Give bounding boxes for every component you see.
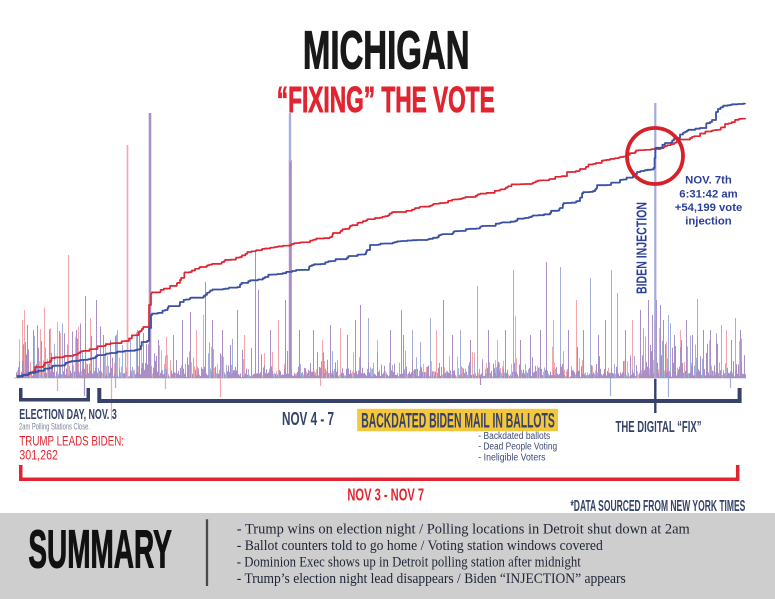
svg-text:- Trump’s election night lead: - Trump’s election night lead disappears… — [237, 571, 626, 587]
svg-text:301,262: 301,262 — [19, 447, 58, 463]
svg-text:- Dominion Exec shows up in De: - Dominion Exec shows up in Detroit poll… — [237, 554, 582, 570]
svg-text:BACKDATED BIDEN MAIL IN BALLOT: BACKDATED BIDEN MAIL IN BALLOTS — [361, 410, 555, 433]
svg-text:+54,199 vote: +54,199 vote — [675, 202, 743, 214]
svg-text:NOV 4 - 7: NOV 4 - 7 — [282, 409, 334, 429]
svg-text:- Dead People Voting: - Dead People Voting — [478, 442, 557, 453]
svg-text:injection: injection — [685, 216, 732, 228]
svg-text:2am Polling Stations Close.: 2am Polling Stations Close. — [19, 422, 90, 433]
svg-text:TRUMP LEADS BIDEN:: TRUMP LEADS BIDEN: — [19, 432, 124, 448]
svg-text:*DATA SOURCED FROM NEW YORK TI: *DATA SOURCED FROM NEW YORK TIMES — [571, 498, 746, 515]
svg-text:“FIXING” THE VOTE: “FIXING” THE VOTE — [277, 79, 495, 120]
svg-text:BIDEN INJECTION: BIDEN INJECTION — [633, 202, 650, 294]
svg-text:MICHIGAN: MICHIGAN — [303, 21, 470, 81]
svg-text:6:31:42 am: 6:31:42 am — [679, 188, 737, 200]
svg-text:- Ballot counters told to go h: - Ballot counters told to go home / Voti… — [237, 538, 603, 554]
svg-text:- Trump wins on election night: - Trump wins on election night / Polling… — [237, 521, 690, 537]
svg-text:ELECTION DAY, NOV. 3: ELECTION DAY, NOV. 3 — [19, 407, 117, 423]
svg-text:THE DIGITAL “FIX”: THE DIGITAL “FIX” — [616, 419, 702, 436]
svg-text:SUMMARY: SUMMARY — [28, 520, 171, 580]
svg-text:NOV 3 - NOV 7: NOV 3 - NOV 7 — [347, 485, 424, 505]
svg-text:- Ineligible Voters: - Ineligible Voters — [478, 452, 545, 463]
svg-text:- Backdated ballots: - Backdated ballots — [478, 431, 550, 442]
svg-text:NOV. 7th: NOV. 7th — [685, 175, 732, 187]
